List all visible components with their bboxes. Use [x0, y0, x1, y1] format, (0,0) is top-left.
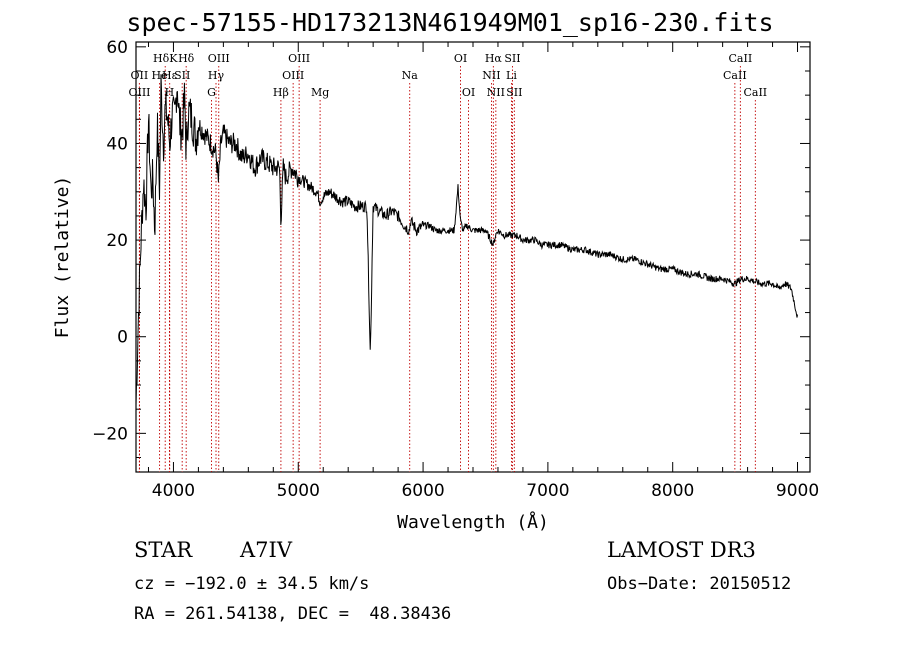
spectral-subclass: A7IV: [240, 538, 292, 562]
spectral-line-label: OI: [454, 52, 467, 65]
spectral-line-label: CaII: [723, 69, 747, 82]
spectral-line-label: SII: [504, 52, 520, 65]
spectral-line-label: Hγ: [208, 69, 225, 82]
x-tick-label: 9000: [776, 481, 819, 501]
spectral-line-label: Mg: [311, 86, 329, 99]
spectral-line-label: H: [165, 86, 175, 99]
spectral-line-label: NII: [487, 86, 505, 99]
spectral-line-label: Hβ: [273, 86, 289, 99]
sky-coordinates: RA = 261.54138, DEC = 48.38436: [134, 604, 452, 624]
object-type: STAR: [134, 538, 193, 562]
spectral-line-label: HδK: [153, 52, 178, 65]
spectral-line-label: OIII: [282, 69, 304, 82]
spectral-line-label: Hδ: [178, 52, 195, 65]
y-tick-label: −20: [92, 424, 128, 444]
chart-title: spec-57155-HD173213N461949M01_sp16-230.f…: [126, 8, 774, 37]
observation-date: Obs−Date: 20150512: [607, 574, 792, 594]
spectrum-line: [135, 74, 798, 405]
spectral-line-label: CaII: [743, 86, 767, 99]
x-tick-label: 8000: [651, 481, 694, 501]
spectral-line-label: NII: [482, 69, 500, 82]
x-axis-title: Wavelength (Å): [397, 511, 549, 533]
spectral-line-label: OI: [462, 86, 475, 99]
x-tick-label: 6000: [401, 481, 444, 501]
spectral-line-label: Hε: [162, 69, 178, 82]
redshift-velocity: cz = −192.0 ± 34.5 km/s: [134, 574, 370, 594]
y-tick-label: 20: [106, 231, 128, 251]
x-tick-label: 5000: [277, 481, 320, 501]
spectral-line-label: G: [207, 86, 216, 99]
spectral-line-label: Hα: [485, 52, 503, 65]
spectral-line-label: Na: [402, 69, 419, 82]
y-tick-label: 60: [106, 38, 128, 58]
spectral-line-label: OII: [131, 69, 149, 82]
spectral-line-label: Li: [506, 69, 517, 82]
plot-frame: [135, 41, 811, 473]
spectral-line-label: SII: [174, 69, 190, 82]
spectral-line-label: OIII: [288, 52, 310, 65]
y-tick-label: 0: [117, 328, 128, 348]
y-tick-label: 40: [106, 134, 128, 154]
y-axis-title: Flux (relative): [52, 176, 73, 339]
x-tick-label: 4000: [152, 481, 195, 501]
survey-release: LAMOST DR3: [607, 538, 756, 562]
x-tick-label: 7000: [526, 481, 569, 501]
spectral-line-label: He: [152, 69, 168, 82]
spectral-line-label: SII: [506, 86, 522, 99]
spectral-line-label: CaII: [729, 52, 753, 65]
spectral-line-label: OIII: [208, 52, 230, 65]
spectral-line-label: OIII: [128, 86, 150, 99]
